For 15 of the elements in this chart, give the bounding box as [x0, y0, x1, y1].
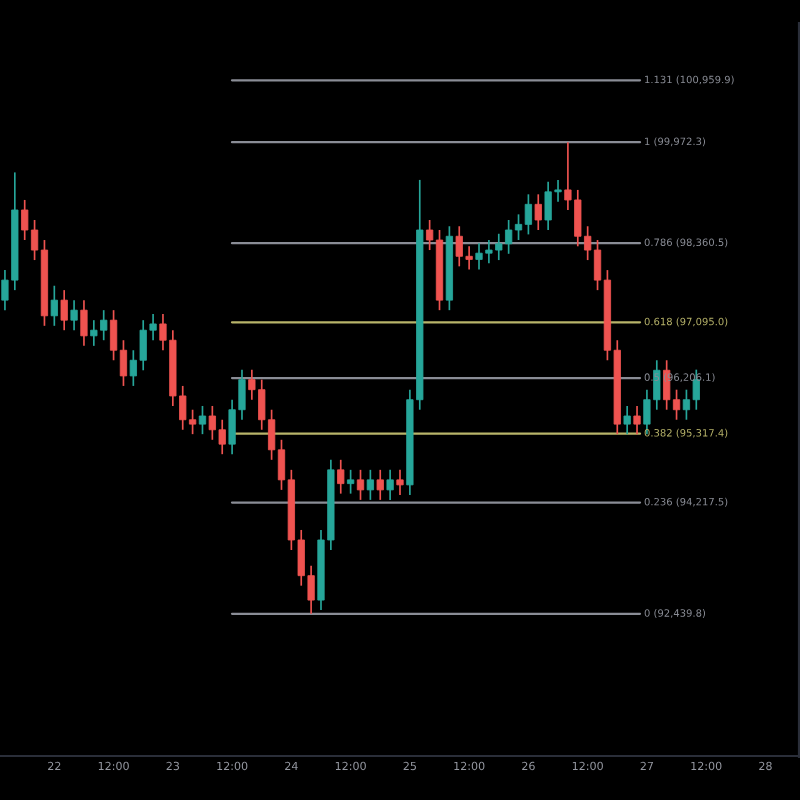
candlestick [198, 405, 207, 435]
candlestick [386, 469, 394, 501]
candlestick [60, 289, 68, 332]
candlestick [623, 405, 631, 435]
candlestick [376, 469, 384, 501]
candlestick [396, 469, 404, 496]
candlestick [50, 284, 58, 327]
candlestick [70, 299, 78, 332]
candlestick [80, 299, 88, 347]
candlestick [366, 469, 374, 501]
candlestick [534, 193, 542, 231]
candlestick [337, 458, 345, 495]
candlestick [633, 405, 641, 435]
candlestick [356, 469, 365, 501]
candlestick [346, 469, 355, 495]
